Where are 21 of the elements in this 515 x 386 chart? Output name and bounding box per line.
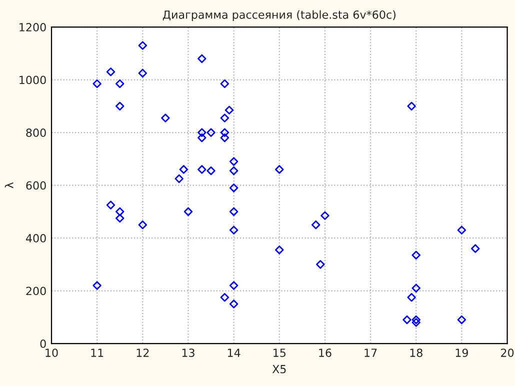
x-axis-title: X5: [272, 365, 286, 374]
x-tick-label: 10: [46, 348, 58, 357]
x-tick-label: 17: [364, 348, 377, 357]
y-tick-label: 0: [40, 340, 46, 348]
y-tick-label: 600: [26, 181, 46, 190]
x-tick-label: 13: [182, 348, 194, 357]
x-tick-label: 14: [228, 348, 240, 357]
x-tick-label: 16: [319, 348, 332, 357]
y-axis-title: λ: [4, 182, 14, 188]
y-tick-label: 200: [26, 286, 46, 296]
y-tick-label: 1000: [20, 76, 46, 84]
x-tick-label: 18: [410, 348, 422, 357]
chart-title: Диаграмма рассеяния (table.sta 6v*60c): [162, 10, 396, 21]
x-tick-label: 19: [456, 348, 468, 357]
x-tick-label: 11: [91, 348, 104, 357]
y-tick-label: 800: [26, 128, 46, 137]
y-tick-label: 400: [26, 234, 46, 242]
y-tick-label: 1200: [20, 22, 46, 32]
x-tick-label: 12: [136, 348, 149, 357]
x-tick-label: 15: [274, 348, 286, 357]
x-tick-label: 20: [501, 348, 514, 357]
